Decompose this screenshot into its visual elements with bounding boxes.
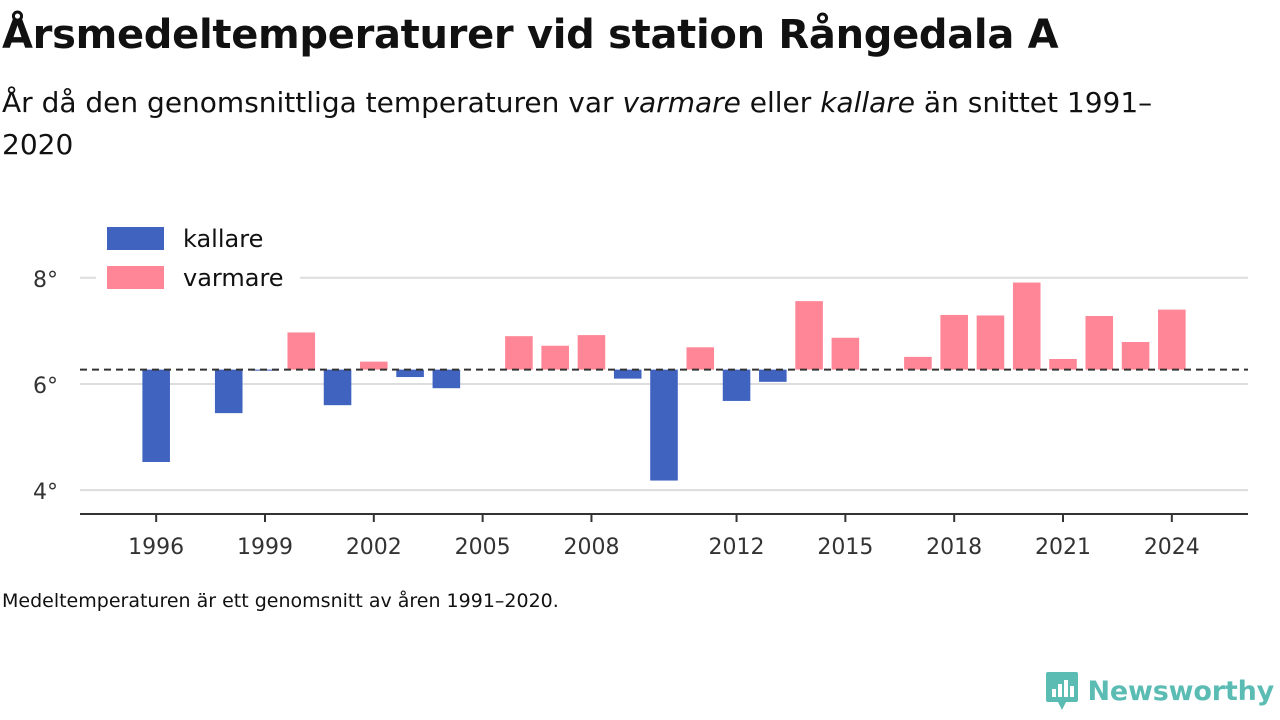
- x-tick-label: 2018: [926, 535, 982, 560]
- legend-label-warm: varmare: [183, 264, 284, 292]
- x-tick-label: 2002: [346, 535, 402, 560]
- chart-title: Årsmedeltemperaturer vid station Rångeda…: [2, 12, 1059, 58]
- x-tick-label: 1996: [128, 535, 184, 560]
- bar-2006: [505, 336, 533, 370]
- bar-2024: [1158, 309, 1186, 370]
- bar-2000: [287, 332, 316, 370]
- subtitle-cold-word: kallare: [820, 86, 916, 119]
- x-tick-label: 2012: [709, 535, 765, 560]
- bar-2020: [1012, 282, 1041, 370]
- x-tick-label: 2005: [455, 535, 511, 560]
- bars: [142, 282, 1186, 481]
- x-tick-label: 1999: [237, 535, 293, 560]
- bar-2007: [541, 345, 569, 370]
- bar-2019: [976, 315, 1005, 370]
- bar-2004: [432, 369, 461, 389]
- bar-2013: [759, 369, 787, 382]
- x-tick-label: 2024: [1144, 535, 1200, 560]
- bar-2002: [360, 361, 388, 370]
- bar-1998: [214, 369, 243, 414]
- bar-2008: [577, 335, 606, 370]
- legend-swatch-cold: [107, 227, 164, 250]
- bar-2015: [831, 337, 860, 370]
- bar-2017: [904, 356, 932, 370]
- x-ticks: 1996 1999 2002 2005 2008 2012 2015 2018 2021 2024: [128, 514, 1200, 560]
- bar-2012: [722, 369, 751, 401]
- y-tick-label: 6°: [33, 374, 58, 399]
- brand-name: Newsworthy: [1087, 675, 1275, 707]
- bar-2022: [1085, 315, 1114, 370]
- subtitle-text-3: än snittet 1991–2020: [2, 86, 1153, 161]
- y-tick-label: 4°: [33, 480, 58, 505]
- y-tick-label: 8°: [33, 268, 58, 293]
- legend-label-cold: kallare: [183, 225, 263, 253]
- y-tick-labels: 4° 6° 8°: [33, 268, 58, 505]
- footnote: Medeltemperaturen är ett genomsnitt av å…: [2, 590, 559, 612]
- bar-2014: [795, 301, 823, 370]
- bar-2003: [396, 369, 424, 378]
- bar-2018: [940, 314, 968, 370]
- bar-2009: [613, 369, 642, 379]
- bar-2010: [650, 369, 678, 481]
- bar-2011: [686, 347, 715, 370]
- legend: kallare varmare: [96, 220, 300, 300]
- bar-2023: [1121, 342, 1150, 370]
- x-tick-label: 2008: [563, 535, 619, 560]
- bar-2021: [1049, 358, 1077, 370]
- subtitle-text-1: År då den genomsnittliga temperaturen va…: [2, 86, 623, 119]
- legend-swatch-warm: [107, 266, 164, 289]
- brand: Newsworthy: [1044, 670, 1274, 712]
- chart-subtitle: År då den genomsnittliga temperaturen va…: [2, 82, 1202, 166]
- subtitle-text-2: eller: [740, 86, 821, 119]
- bar-1996: [142, 369, 170, 462]
- newsworthy-logo-icon: [1045, 672, 1078, 710]
- subtitle-warm-word: varmare: [622, 86, 741, 119]
- x-tick-label: 2015: [817, 535, 873, 560]
- bar-2001: [323, 369, 352, 406]
- x-tick-label: 2021: [1035, 535, 1091, 560]
